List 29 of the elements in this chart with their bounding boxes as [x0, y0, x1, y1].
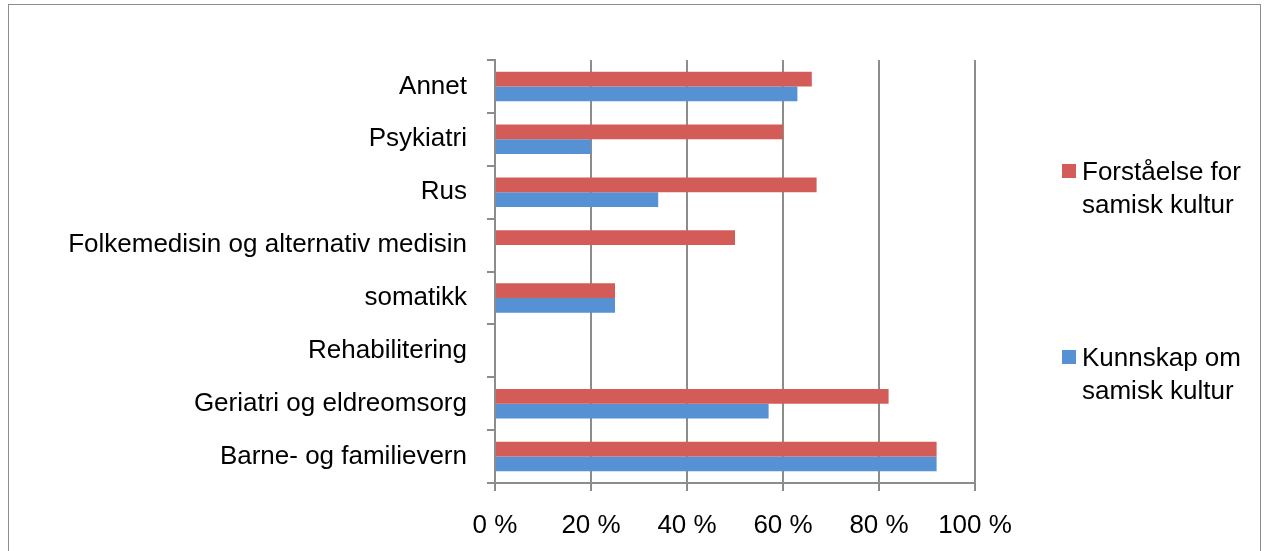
bar	[496, 71, 812, 87]
bar	[496, 139, 591, 155]
x-tick-label: 80 %	[849, 508, 909, 539]
bar	[496, 297, 615, 313]
x-tick-label: 100 %	[938, 508, 1012, 539]
bar	[496, 403, 769, 419]
y-tick-label: Barne- og familievern	[219, 439, 467, 470]
bar	[496, 441, 937, 457]
y-tick-label: Annet	[399, 69, 468, 100]
bar	[496, 283, 615, 298]
bar	[496, 86, 798, 102]
y-tick-label: Rus	[420, 175, 467, 206]
bar	[496, 192, 659, 207]
bar	[496, 456, 937, 472]
y-tick-label: Rehabilitering	[308, 333, 467, 364]
x-tick-label: 60 %	[753, 508, 813, 539]
x-tick-label: 20 %	[561, 508, 621, 539]
y-tick-label: somatikk	[364, 281, 468, 312]
bar	[496, 230, 735, 246]
y-tick-label: Geriatri og eldreomsorg	[193, 386, 467, 417]
y-tick-label: Folkemedisin og alternativ medisin	[68, 228, 467, 259]
bar	[496, 388, 889, 404]
legend-label: Kunnskap om samisk kultur	[1082, 341, 1242, 407]
x-tick-label: 40 %	[657, 508, 717, 539]
x-tick-label: 0 %	[472, 508, 518, 539]
bar	[496, 124, 783, 140]
bar	[496, 177, 817, 193]
y-tick-label: Psykiatri	[368, 122, 467, 153]
legend-label: Forståelse for samisk kultur	[1082, 155, 1242, 221]
